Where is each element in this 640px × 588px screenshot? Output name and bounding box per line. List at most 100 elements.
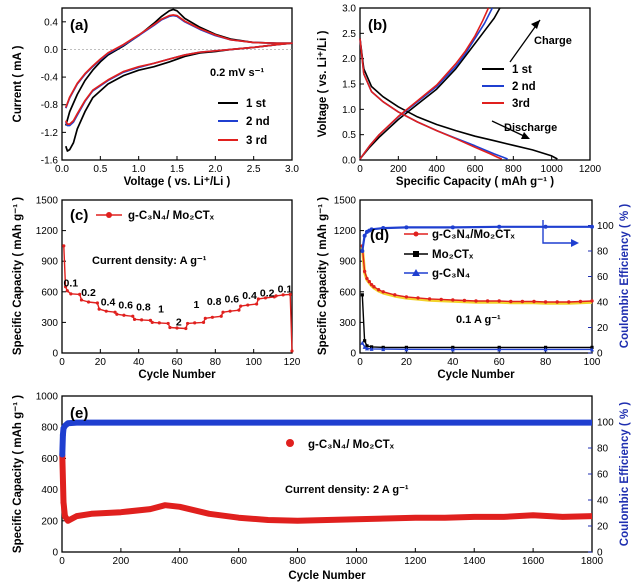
composite-point	[451, 298, 455, 302]
legend-label-e: g-C₃N₄/ Mo₂CTₓ	[308, 439, 395, 451]
y-tick-label-e: 1000	[36, 392, 59, 403]
ce-point	[59, 451, 66, 458]
composite-point	[369, 282, 374, 287]
composite-point	[474, 299, 478, 303]
gcn-point	[543, 347, 548, 352]
discharge-annotation: Discharge	[504, 122, 557, 134]
panel-e: 0 200 400 600 800 1000 1200 1400 1600 18000200400…	[12, 392, 631, 583]
rate-point	[175, 326, 179, 330]
legend-marker-d-composite	[413, 231, 419, 237]
mo2ct-point	[360, 293, 364, 297]
rate-point	[131, 314, 135, 318]
y-tick-label-b: 1.5	[342, 80, 356, 91]
composite-point	[372, 285, 376, 289]
gcn-point	[362, 344, 367, 349]
rate-point	[203, 316, 207, 320]
y-tick-label-b: 2.0	[342, 54, 356, 65]
y-tick-label-c: 900	[41, 257, 58, 268]
y-tick-label-b: 3.0	[342, 4, 356, 15]
plot-frame-b	[359, 7, 591, 161]
rate-point	[219, 314, 223, 318]
composite-point	[509, 299, 513, 304]
rate-label: 0.8	[207, 296, 222, 308]
x-tick-label-e: 1400	[463, 556, 486, 567]
mo2ct-point	[451, 345, 455, 349]
gcn-point	[369, 346, 374, 351]
y-tick-label-e: 0	[52, 548, 58, 559]
y2-tick-label-d: 60	[597, 272, 609, 283]
discharge-curve-2nd	[359, 38, 508, 160]
rate-point	[122, 313, 126, 317]
legend-marker-c	[106, 212, 112, 218]
composite-point	[578, 299, 583, 304]
ce-point	[59, 432, 66, 438]
y2-tick-label-e: 100	[597, 418, 614, 429]
composite-point	[567, 300, 571, 304]
gcn-point	[404, 347, 409, 352]
charge-annotation: Charge	[534, 35, 572, 47]
plot-frame-d	[359, 199, 593, 354]
composite-point	[416, 296, 420, 300]
rate-point	[246, 303, 250, 307]
gcn-point	[590, 347, 594, 352]
rate-point	[210, 315, 214, 319]
x-tick-label-a: 2.0	[208, 164, 222, 175]
gcn-point	[450, 347, 455, 352]
rate-label: 0.2	[260, 287, 275, 299]
y-tick-label-a: 0.0	[44, 45, 58, 56]
y-tick-label-c: 1500	[36, 196, 59, 207]
legend-label-d-mo2ct: Mo₂CTₓ	[432, 249, 474, 261]
gcn-point	[364, 346, 369, 351]
x-tick-label-d: 100	[584, 357, 601, 368]
rate-point	[69, 292, 73, 296]
rate-label: 1	[158, 304, 164, 316]
x-tick-label-c: 40	[133, 357, 145, 368]
composite-point	[365, 276, 369, 281]
ce-point	[360, 249, 365, 253]
x-tick-label-e: 0	[59, 556, 65, 567]
rate-point	[86, 300, 91, 304]
x-tick-label-a: 2.5	[247, 164, 261, 175]
rate-label: 0.2	[81, 287, 96, 299]
cv-curve-3rd	[65, 14, 293, 125]
composite-point	[381, 290, 385, 294]
x-tick-label-b: 600	[467, 164, 484, 175]
composite-point	[590, 299, 594, 303]
x-tick-label-c: 120	[284, 357, 301, 368]
mo2ct-point	[544, 345, 548, 349]
rate-point	[221, 310, 225, 314]
rate-point	[97, 307, 101, 311]
rate-point	[65, 289, 69, 293]
current-density-annotation-c: Current density: A g⁻¹	[92, 255, 207, 267]
composite-point	[543, 300, 548, 304]
x-tick-label-b: 400	[428, 164, 445, 175]
x-tick-label-b: 200	[390, 164, 407, 175]
x-tick-label-d: 60	[494, 357, 506, 368]
mo2ct-point	[590, 345, 594, 349]
composite-point	[439, 297, 443, 302]
y-tick-label-a: -1.6	[41, 156, 59, 167]
charge-curve-1st	[359, 7, 501, 160]
mo2ct-point	[497, 345, 501, 349]
rate-point	[288, 292, 292, 296]
y-axis-label-d: Specific Capacity ( mAh g⁻¹ )	[317, 197, 329, 355]
y-tick-label-d: 1200	[334, 226, 357, 237]
y-tick-label-a: -0.4	[41, 73, 59, 84]
x-tick-label-e: 600	[230, 556, 247, 567]
y-axis-label-c: Specific Capacity ( mAh g⁻¹ )	[12, 197, 24, 355]
y-tick-label-a: 0.4	[44, 17, 58, 28]
ce-point	[381, 226, 386, 231]
composite-point	[427, 297, 432, 301]
ce-point	[497, 224, 502, 229]
x-tick-label-b: 1200	[579, 164, 602, 175]
gcn-curve	[361, 342, 592, 351]
rate-point	[237, 308, 241, 312]
x-tick-label-e: 1600	[522, 556, 545, 567]
rate-point	[290, 349, 294, 353]
y-axis-label-e: Specific Capacity ( mAh g⁻¹ )	[12, 395, 24, 553]
x-tick-label-e: 800	[289, 556, 306, 567]
rate-label: 2	[176, 316, 182, 328]
charge-arrowhead	[531, 20, 540, 29]
mo2ct-curve	[361, 294, 592, 349]
